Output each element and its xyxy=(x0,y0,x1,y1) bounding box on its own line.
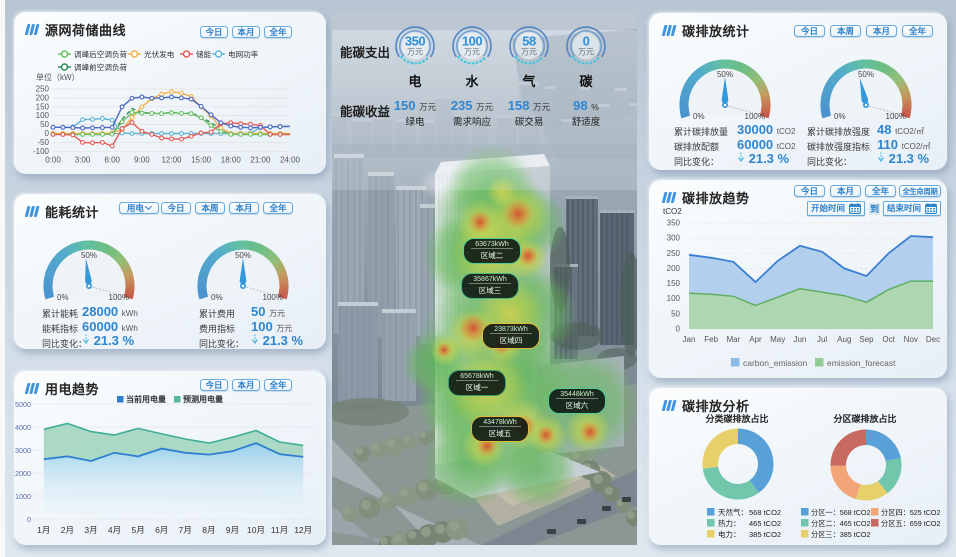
svg-text:10月: 10月 xyxy=(247,525,265,535)
svg-text:21:00: 21:00 xyxy=(250,155,271,164)
svg-text:单位（kW）: 单位（kW） xyxy=(36,72,80,82)
svg-text:0: 0 xyxy=(45,129,50,138)
svg-text:150: 150 xyxy=(36,102,50,111)
svg-text:3:00: 3:00 xyxy=(75,155,91,164)
svg-text:50%: 50% xyxy=(717,70,733,79)
svg-text:万元: 万元 xyxy=(407,48,423,57)
svg-text:100%: 100% xyxy=(886,112,906,121)
svg-text:250: 250 xyxy=(36,85,50,94)
svg-text:万元: 万元 xyxy=(578,48,594,57)
svg-text:Mar: Mar xyxy=(727,335,741,344)
svg-text:6:00: 6:00 xyxy=(104,155,120,164)
svg-text:电力：: 电力： xyxy=(718,529,741,539)
svg-text:0%: 0% xyxy=(57,293,69,302)
svg-text:9月: 9月 xyxy=(226,525,239,535)
svg-text:1000: 1000 xyxy=(15,492,31,501)
svg-text:300: 300 xyxy=(667,234,681,243)
svg-text:350: 350 xyxy=(405,34,425,49)
svg-text:0%: 0% xyxy=(211,293,223,302)
svg-text:568 tCO2: 568 tCO2 xyxy=(749,508,781,517)
svg-text:0: 0 xyxy=(583,34,590,49)
svg-text:100: 100 xyxy=(667,294,681,303)
svg-text:光伏发电: 光伏发电 xyxy=(144,49,175,59)
svg-text:0%: 0% xyxy=(834,112,846,121)
svg-text:50%: 50% xyxy=(858,70,874,79)
svg-text:Aug: Aug xyxy=(837,335,851,344)
svg-text:3000: 3000 xyxy=(15,446,31,455)
svg-text:Jul: Jul xyxy=(817,335,827,344)
svg-text:天然气：: 天然气： xyxy=(718,507,748,517)
svg-text:热力：: 热力： xyxy=(718,518,741,528)
svg-text:385 tCO2: 385 tCO2 xyxy=(749,530,781,539)
svg-text:150: 150 xyxy=(667,279,681,288)
svg-text:0: 0 xyxy=(27,515,31,524)
svg-text:7月: 7月 xyxy=(179,525,192,535)
svg-text:Apr: Apr xyxy=(749,335,762,344)
svg-text:Jun: Jun xyxy=(793,335,806,344)
svg-text:Feb: Feb xyxy=(704,335,718,344)
svg-text:8月: 8月 xyxy=(202,525,215,535)
svg-text:当前用电量: 当前用电量 xyxy=(126,394,166,404)
svg-text:分区三：385 tCO2: 分区三：385 tCO2 xyxy=(811,530,871,539)
svg-text:5000: 5000 xyxy=(15,400,31,409)
svg-text:0: 0 xyxy=(676,325,681,334)
svg-text:储能: 储能 xyxy=(196,49,212,59)
svg-text:0:00: 0:00 xyxy=(45,155,61,164)
svg-text:12:00: 12:00 xyxy=(161,155,182,164)
svg-text:4000: 4000 xyxy=(15,423,31,432)
svg-text:分区一：568 tCO2: 分区一：568 tCO2 xyxy=(811,508,871,517)
svg-text:Oct: Oct xyxy=(882,335,895,344)
svg-text:11月: 11月 xyxy=(271,525,288,535)
svg-text:9:00: 9:00 xyxy=(134,155,150,164)
svg-text:50%: 50% xyxy=(235,251,251,260)
svg-text:58: 58 xyxy=(522,34,536,49)
svg-text:carbon_emission: carbon_emission xyxy=(743,358,808,368)
svg-text:50: 50 xyxy=(40,120,49,129)
svg-text:465 tCO2: 465 tCO2 xyxy=(749,519,781,528)
svg-text:15:00: 15:00 xyxy=(191,155,212,164)
svg-text:0%: 0% xyxy=(693,112,705,121)
svg-text:分区四：525 tCO2: 分区四：525 tCO2 xyxy=(881,508,941,517)
svg-text:6月: 6月 xyxy=(155,525,168,535)
svg-text:调峰后空调负荷: 调峰后空调负荷 xyxy=(74,49,128,59)
svg-text:350: 350 xyxy=(667,219,681,228)
svg-text:-50: -50 xyxy=(37,138,49,147)
svg-text:100: 100 xyxy=(462,34,482,49)
svg-text:分区二：465 tCO2: 分区二：465 tCO2 xyxy=(811,519,871,528)
svg-text:分区五：659 tCO2: 分区五：659 tCO2 xyxy=(881,519,941,528)
svg-text:万元: 万元 xyxy=(464,48,480,57)
svg-text:250: 250 xyxy=(667,249,681,258)
svg-text:5月: 5月 xyxy=(131,525,144,535)
svg-text:调峰前空调负荷: 调峰前空调负荷 xyxy=(74,62,128,72)
svg-text:-100: -100 xyxy=(33,147,50,156)
svg-text:100%: 100% xyxy=(263,293,283,302)
svg-text:emission_forecast: emission_forecast xyxy=(827,358,896,368)
svg-text:Dec: Dec xyxy=(926,335,940,344)
svg-text:18:00: 18:00 xyxy=(221,155,242,164)
svg-text:3月: 3月 xyxy=(84,525,97,535)
svg-text:200: 200 xyxy=(36,93,50,102)
svg-text:1月: 1月 xyxy=(37,525,50,535)
svg-text:预测用电量: 预测用电量 xyxy=(183,394,223,404)
svg-text:4月: 4月 xyxy=(108,525,121,535)
svg-text:200: 200 xyxy=(667,264,681,273)
svg-text:100%: 100% xyxy=(109,293,129,302)
svg-text:100%: 100% xyxy=(745,112,765,121)
svg-text:50: 50 xyxy=(671,309,680,318)
svg-text:Nov: Nov xyxy=(904,335,918,344)
svg-text:电网功率: 电网功率 xyxy=(228,49,259,59)
svg-text:100: 100 xyxy=(36,111,50,120)
svg-text:12月: 12月 xyxy=(294,525,312,535)
svg-text:50%: 50% xyxy=(81,251,97,260)
svg-text:Sep: Sep xyxy=(859,335,874,344)
svg-text:24:00: 24:00 xyxy=(280,155,301,164)
svg-text:May: May xyxy=(770,335,785,344)
svg-text:Jan: Jan xyxy=(683,335,696,344)
svg-text:2000: 2000 xyxy=(15,469,31,478)
svg-text:万元: 万元 xyxy=(521,48,537,57)
svg-text:2月: 2月 xyxy=(61,525,74,535)
svg-text:tCO2: tCO2 xyxy=(663,207,682,216)
